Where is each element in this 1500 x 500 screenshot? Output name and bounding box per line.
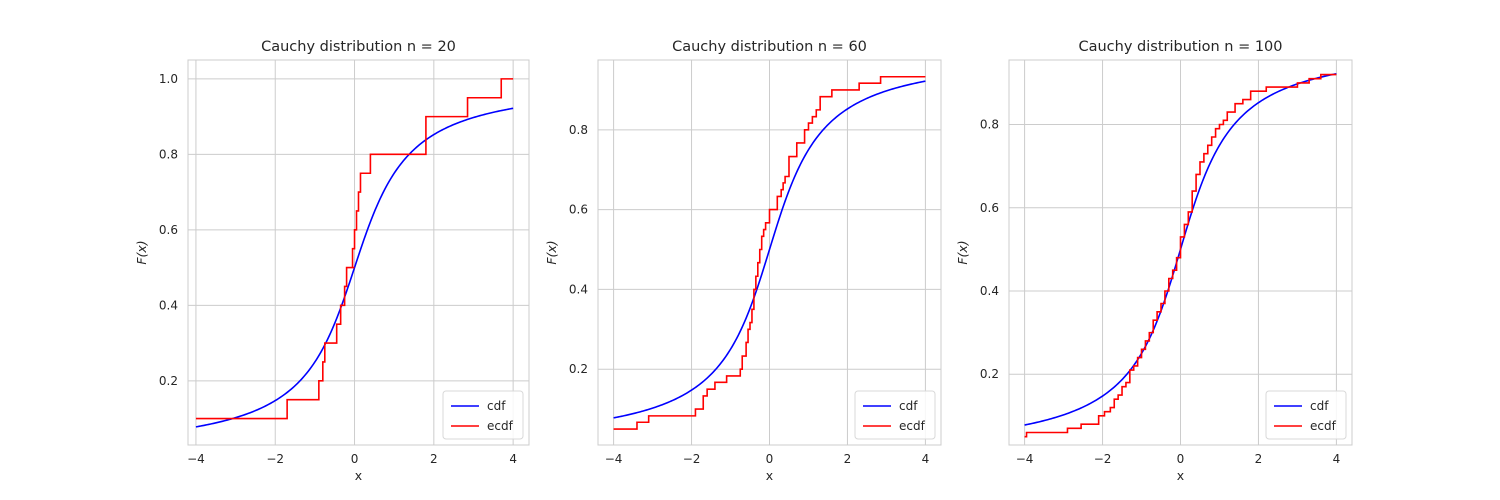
legend-label-cdf: cdf <box>487 399 506 413</box>
legend: cdf ecdf <box>1265 390 1347 440</box>
series-line-cdf <box>613 80 926 419</box>
legend-label-cdf: cdf <box>899 399 918 413</box>
x-tick-label: −4 <box>1016 452 1034 466</box>
axes-frame <box>597 59 942 446</box>
legend-label-ecdf: ecdf <box>1310 419 1337 433</box>
x-tick-label: 4 <box>509 452 517 466</box>
x-tick-label: 4 <box>922 452 930 466</box>
legend-box <box>854 390 936 440</box>
y-tick-label: 0.6 <box>980 201 999 215</box>
x-tick-label: −2 <box>683 452 701 466</box>
y-tick-label: 0.8 <box>159 147 178 161</box>
x-tick-label: 0 <box>766 452 774 466</box>
legend: cdf ecdf <box>442 390 524 440</box>
y-tick-label: 1.0 <box>159 72 178 86</box>
y-tick-label: 0.4 <box>980 284 999 298</box>
series-line-ecdf <box>195 78 514 420</box>
plot-area <box>188 60 529 445</box>
y-axis-label: F(x) <box>955 240 970 264</box>
legend-label-ecdf: ecdf <box>899 419 926 433</box>
y-tick-label: 0.6 <box>569 203 588 217</box>
chart-title: Cauchy distribution n = 100 <box>1078 39 1282 55</box>
chart-panel-1: −4 −2 0 2 4 0.2 0.4 0.6 0.8 1.0 Cauchy distributio… <box>134 39 530 483</box>
y-tick-label: 0.2 <box>569 362 588 376</box>
axes-frame <box>1008 59 1353 446</box>
y-axis-label: F(x) <box>134 240 149 264</box>
x-axis-label: x <box>355 468 362 483</box>
chart-title: Cauchy distribution n = 60 <box>672 39 867 55</box>
chart-title: Cauchy distribution n = 20 <box>261 39 456 55</box>
x-tick-label: −2 <box>266 452 284 466</box>
series-line-ecdf <box>613 75 926 430</box>
x-axis-label: x <box>766 468 773 483</box>
x-tick-label: 2 <box>1255 452 1263 466</box>
y-tick-label: 0.8 <box>980 118 999 132</box>
y-tick-label: 0.6 <box>159 223 178 237</box>
chart-panel-2: −4 −2 0 2 4 0.2 0.4 0.6 0.8 Cauchy distribution n… <box>544 39 942 483</box>
legend-label-cdf: cdf <box>1310 399 1329 413</box>
series-line-ecdf <box>1024 73 1337 438</box>
chart-panel-3: −4 −2 0 2 4 0.2 0.4 0.6 0.8 Cauchy distribution n… <box>955 39 1353 483</box>
legend: cdf ecdf <box>854 390 936 440</box>
y-axis-label: F(x) <box>544 240 559 264</box>
legend-box <box>442 390 524 440</box>
x-tick-label: 4 <box>1333 452 1341 466</box>
axes-frame <box>187 59 530 446</box>
y-tick-label: 0.2 <box>159 374 178 388</box>
x-axis-label: x <box>1177 468 1184 483</box>
x-tick-label: −4 <box>605 452 623 466</box>
y-tick-label: 0.4 <box>569 282 588 296</box>
x-tick-label: −4 <box>187 452 205 466</box>
x-tick-label: 0 <box>351 452 359 466</box>
legend-label-ecdf: ecdf <box>487 419 514 433</box>
y-tick-label: 0.8 <box>569 123 588 137</box>
legend-box <box>1265 390 1347 440</box>
x-tick-label: 2 <box>430 452 438 466</box>
x-tick-label: 0 <box>1177 452 1185 466</box>
y-tick-label: 0.4 <box>159 298 178 312</box>
x-tick-label: 2 <box>844 452 852 466</box>
x-tick-label: −2 <box>1094 452 1112 466</box>
y-tick-label: 0.2 <box>980 367 999 381</box>
